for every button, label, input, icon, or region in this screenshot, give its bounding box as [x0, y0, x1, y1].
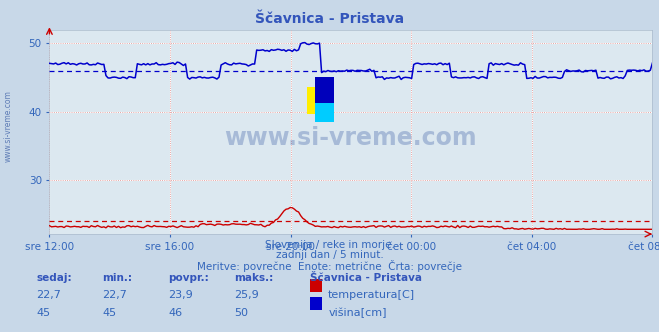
Text: povpr.:: povpr.: [168, 273, 209, 283]
FancyBboxPatch shape [315, 77, 334, 103]
Text: Slovenija / reke in morje.: Slovenija / reke in morje. [264, 240, 395, 250]
Text: www.si-vreme.com: www.si-vreme.com [3, 90, 13, 162]
Text: temperatura[C]: temperatura[C] [328, 290, 415, 299]
Text: sedaj:: sedaj: [36, 273, 72, 283]
Text: 45: 45 [102, 308, 116, 318]
Text: 50: 50 [234, 308, 248, 318]
Text: maks.:: maks.: [234, 273, 273, 283]
Text: 22,7: 22,7 [102, 290, 127, 299]
Text: Ščavnica - Pristava: Ščavnica - Pristava [255, 12, 404, 26]
Text: Ščavnica - Pristava: Ščavnica - Pristava [310, 273, 422, 283]
Text: 25,9: 25,9 [234, 290, 259, 299]
FancyBboxPatch shape [307, 87, 326, 114]
Text: Meritve: povrečne  Enote: metrične  Črta: povrečje: Meritve: povrečne Enote: metrične Črta: … [197, 260, 462, 272]
Text: 45: 45 [36, 308, 50, 318]
Text: 46: 46 [168, 308, 182, 318]
Text: višina[cm]: višina[cm] [328, 308, 387, 318]
Text: 23,9: 23,9 [168, 290, 193, 299]
Text: min.:: min.: [102, 273, 132, 283]
Text: 22,7: 22,7 [36, 290, 61, 299]
FancyBboxPatch shape [315, 95, 334, 122]
Text: www.si-vreme.com: www.si-vreme.com [225, 126, 477, 150]
Text: zadnji dan / 5 minut.: zadnji dan / 5 minut. [275, 250, 384, 260]
